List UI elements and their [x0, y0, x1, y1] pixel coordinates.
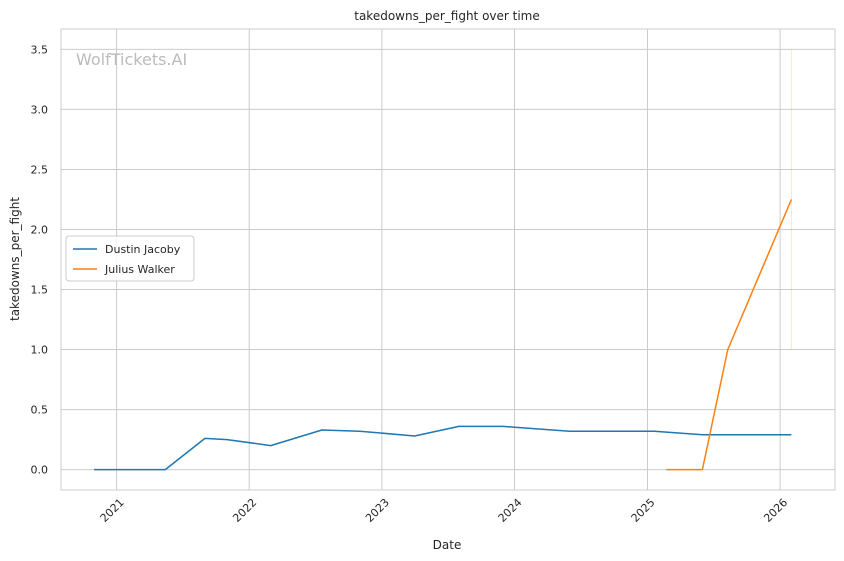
plot-area: 2021 2022 2023 2024 2025 20260.00.51.01.52.02… — [31, 28, 836, 525]
y-tick-label: 1.0 — [31, 344, 49, 357]
legend-label: Dustin Jacoby — [105, 243, 181, 256]
y-tick-label: 2.5 — [31, 163, 49, 176]
plot-frame — [60, 28, 836, 491]
y-tick-label: 0.5 — [31, 404, 49, 417]
y-tick-label: 0.0 — [31, 464, 49, 477]
y-axis-label: takedowns_per_fight — [8, 197, 22, 321]
legend-box — [65, 235, 195, 282]
watermark: WolfTickets.AI — [76, 50, 187, 69]
y-tick-label: 1.5 — [31, 284, 49, 297]
y-tick-label: 2.0 — [31, 223, 49, 236]
series-line-0 — [94, 425, 792, 471]
x-axis-label: Date — [433, 538, 462, 552]
legend-label: Julius Walker — [104, 263, 175, 276]
series-line-1 — [666, 199, 793, 471]
chart-title: takedowns_per_fight over time — [354, 9, 540, 23]
y-tick-label: 3.0 — [31, 103, 49, 116]
y-tick-label: 3.5 — [31, 43, 49, 56]
